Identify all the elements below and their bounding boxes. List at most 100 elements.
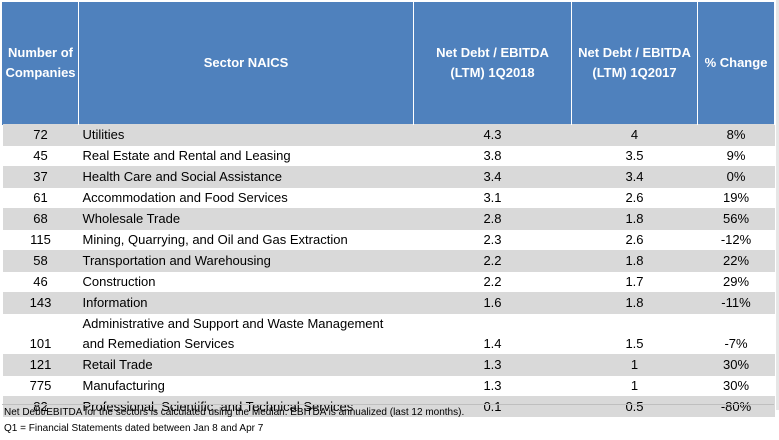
percent-change-cell: 8%	[697, 124, 775, 146]
percent-change-cell: 30%	[697, 375, 775, 397]
sector-name-cell: Real Estate and Rental and Leasing	[78, 145, 414, 167]
ratio-1q2017-cell: 3.4	[571, 166, 698, 188]
company-count-cell: 82	[2, 396, 79, 417]
percent-change-cell: -7%	[697, 313, 775, 355]
sector-table: Number of Companies Sector NAICS Net Deb…	[2, 2, 775, 417]
sector-name-cell: Mining, Quarrying, and Oil and Gas Extra…	[78, 229, 414, 251]
table-row: 61 Accommodation and Food Services 3.1 2.6 1…	[2, 187, 775, 209]
table-row: 37 Health Care and Social Assistance 3.4 3.…	[2, 166, 775, 188]
company-count-cell: 121	[2, 354, 79, 376]
sector-name-cell: Wholesale Trade	[78, 208, 414, 230]
header-q2018-line2: (LTM) 1Q2018	[450, 65, 535, 80]
percent-change-cell: 22%	[697, 250, 775, 272]
table-row: 115 Mining, Quarrying, and Oil and Gas Ex…	[2, 229, 775, 251]
company-count-cell: 775	[2, 375, 79, 397]
ratio-1q2018-cell: 3.4	[413, 166, 572, 188]
ratio-1q2017-cell: 1.5	[571, 313, 698, 355]
header-row: Number of Companies Sector NAICS Net Deb…	[2, 2, 775, 125]
company-count-cell: 143	[2, 292, 79, 314]
header-count-line2: Companies	[5, 65, 76, 80]
percent-change-cell: 19%	[697, 187, 775, 209]
ratio-1q2017-cell: 1	[571, 375, 698, 397]
ratio-1q2018-cell: 1.3	[413, 375, 572, 397]
header-q2018: Net Debt / EBITDA (LTM) 1Q2018	[413, 2, 572, 125]
company-count-cell: 115	[2, 229, 79, 251]
ratio-1q2017-cell: 1.8	[571, 208, 698, 230]
header-change-label: % Change	[704, 55, 768, 70]
table-row: 775 Manufacturing 1.3 1 30%	[2, 375, 775, 397]
company-count-cell: 68	[2, 208, 79, 230]
company-count-cell: 46	[2, 271, 79, 293]
ratio-1q2018-cell: 2.3	[413, 229, 572, 251]
ratio-1q2018-cell: 2.2	[413, 271, 572, 293]
sector-name-cell: Retail Trade	[78, 354, 414, 376]
ratio-1q2018-cell: 3.1	[413, 187, 572, 209]
ratio-1q2017-cell: 4	[571, 124, 698, 146]
percent-change-cell: -80%	[697, 396, 775, 417]
percent-change-cell: 9%	[697, 145, 775, 167]
footnote-median: Net Debt/EBITDA for the sectors is calcu…	[4, 407, 465, 418]
header-q2018-line1: Net Debt / EBITDA	[436, 45, 549, 60]
sector-name-line1: Administrative and Support and Waste Man…	[82, 316, 384, 331]
ratio-1q2018-cell: 4.3	[413, 124, 572, 146]
table-body: 72 Utilities 4.3 4 8% 45 Real Estate and Renta…	[2, 124, 775, 417]
footnote-quarter: Q1 = Financial Statements dated between …	[4, 423, 264, 434]
sector-name-cell: Administrative and Support and Waste Man…	[78, 313, 414, 355]
table-row: 45 Real Estate and Rental and Leasing 3.8 3…	[2, 145, 775, 167]
percent-change-cell: 30%	[697, 354, 775, 376]
ratio-1q2017-cell: 2.6	[571, 187, 698, 209]
scroll-edge	[776, 0, 779, 410]
sector-name-cell: Utilities	[78, 124, 414, 146]
ratio-1q2018-cell: 2.2	[413, 250, 572, 272]
table-bottom-border	[2, 404, 774, 405]
percent-change-cell: 56%	[697, 208, 775, 230]
company-count-cell: 37	[2, 166, 79, 188]
ratio-1q2017-cell: 1.8	[571, 250, 698, 272]
header-q2017: Net Debt / EBITDA (LTM) 1Q2017	[571, 2, 698, 125]
header-q2017-line2: (LTM) 1Q2017	[592, 65, 677, 80]
header-q2017-line1: Net Debt / EBITDA	[578, 45, 691, 60]
ratio-1q2017-cell: 1.8	[571, 292, 698, 314]
sector-name-cell: Professional, Scientific, and Technical …	[78, 396, 414, 417]
table-row: 82 Professional, Scientific, and Technica…	[2, 396, 775, 417]
percent-change-cell: 0%	[697, 166, 775, 188]
percent-change-cell: -12%	[697, 229, 775, 251]
sector-name-cell: Health Care and Social Assistance	[78, 166, 414, 188]
ratio-1q2017-cell: 1.7	[571, 271, 698, 293]
ratio-1q2018-cell: 0.1	[413, 396, 572, 417]
sector-name-cell: Transportation and Warehousing	[78, 250, 414, 272]
ratio-1q2018-cell: 1.3	[413, 354, 572, 376]
ratio-1q2018-cell: 1.6	[413, 292, 572, 314]
sector-name-cell: Construction	[78, 271, 414, 293]
table-row: 143 Information 1.6 1.8 -11%	[2, 292, 775, 314]
table-row: 72 Utilities 4.3 4 8%	[2, 124, 775, 146]
ratio-1q2017-cell: 3.5	[571, 145, 698, 167]
ratio-1q2017-cell: 2.6	[571, 229, 698, 251]
ratio-1q2017-cell: 1	[571, 354, 698, 376]
percent-change-cell: -11%	[697, 292, 775, 314]
sector-name-line2: and Remediation Services	[82, 336, 235, 351]
sector-name-cell: Information	[78, 292, 414, 314]
ratio-1q2018-cell: 2.8	[413, 208, 572, 230]
header-sector: Sector NAICS	[78, 2, 414, 125]
percent-change-cell: 29%	[697, 271, 775, 293]
table-row: 58 Transportation and Warehousing 2.2 1.8 22…	[2, 250, 775, 272]
company-count-cell: 45	[2, 145, 79, 167]
header-change: % Change	[697, 2, 775, 125]
ratio-1q2018-cell: 1.4	[413, 313, 572, 355]
company-count-cell: 58	[2, 250, 79, 272]
table-row: 101 Administrative and Support and Waste …	[2, 313, 775, 355]
company-count-cell: 101	[2, 313, 79, 355]
header-sector-label: Sector NAICS	[203, 55, 289, 70]
table-container: Number of Companies Sector NAICS Net Deb…	[2, 2, 775, 417]
header-count: Number of Companies	[2, 2, 79, 125]
table-row: 68 Wholesale Trade 2.8 1.8 56%	[2, 208, 775, 230]
header-count-line1: Number of	[8, 45, 73, 60]
footnotes: Net Debt/EBITDA for the sectors is calcu…	[4, 405, 464, 437]
table-row: 121 Retail Trade 1.3 1 30%	[2, 354, 775, 376]
sector-name-cell: Manufacturing	[78, 375, 414, 397]
ratio-1q2018-cell: 3.8	[413, 145, 572, 167]
sector-name-cell: Accommodation and Food Services	[78, 187, 414, 209]
company-count-cell: 61	[2, 187, 79, 209]
company-count-cell: 72	[2, 124, 79, 146]
